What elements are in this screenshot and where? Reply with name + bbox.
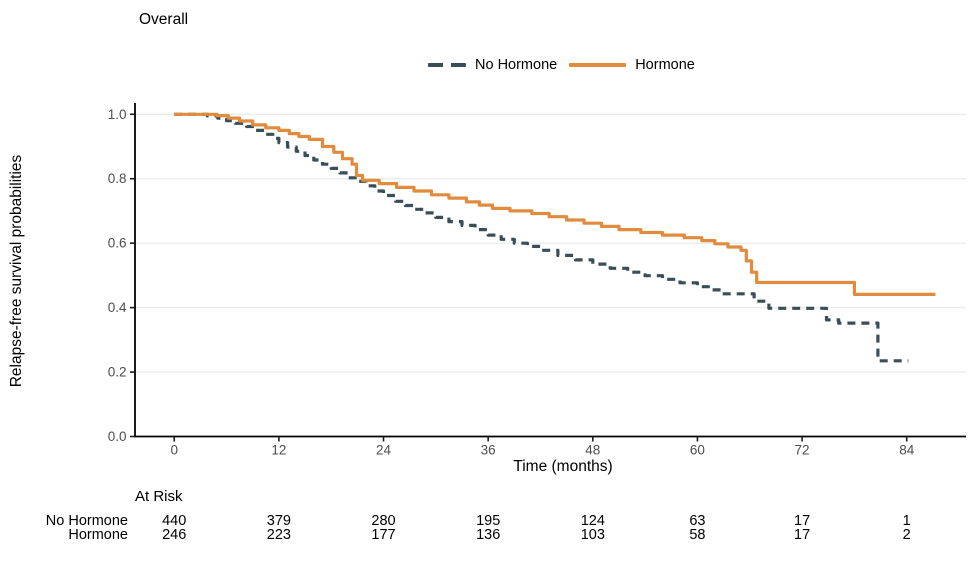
risk-value: 1 <box>902 513 911 529</box>
y-tick-label: 1.0 <box>108 107 127 122</box>
x-tick-label: 72 <box>795 443 810 458</box>
x-tick-label: 48 <box>585 443 600 458</box>
risk-value: 2 <box>902 527 911 543</box>
x-tick-label: 0 <box>170 443 178 458</box>
x-tick-label: 36 <box>481 443 496 458</box>
risk-row-label: Hormone <box>68 527 128 543</box>
risk-row-label: No Hormone <box>45 513 128 529</box>
risk-table-header: At Risk <box>135 488 183 505</box>
risk-value: 63 <box>689 513 706 529</box>
legend-item-hormone: Hormone <box>569 57 695 73</box>
risk-value: 379 <box>266 513 291 529</box>
risk-value: 124 <box>580 513 605 529</box>
x-tick-label: 24 <box>376 443 392 458</box>
risk-value: 440 <box>162 513 187 529</box>
legend-key-solid-line <box>569 63 627 67</box>
risk-value: 195 <box>476 513 501 529</box>
risk-value: 58 <box>689 527 706 543</box>
risk-value: 223 <box>266 527 291 543</box>
risk-value: 280 <box>371 513 396 529</box>
x-tick-label: 84 <box>899 443 915 458</box>
risk-value: 17 <box>794 527 811 543</box>
risk-value: 136 <box>476 527 501 543</box>
x-tick-label: 60 <box>690 443 705 458</box>
y-tick-label: 0.6 <box>108 236 127 251</box>
legend-item-no-hormone: No Hormone <box>428 57 557 73</box>
x-axis-label: Time (months) <box>513 458 613 475</box>
x-tick-label: 12 <box>271 443 286 458</box>
risk-value: 17 <box>794 513 811 529</box>
legend-label: No Hormone <box>475 57 558 73</box>
y-tick-label: 0.0 <box>108 429 127 444</box>
risk-value: 246 <box>162 527 187 543</box>
curve-hormone <box>174 112 936 296</box>
y-tick-label: 0.4 <box>108 300 127 315</box>
risk-value: 103 <box>580 527 605 543</box>
plot-title: Overall <box>139 11 189 28</box>
legend-key-dashed-line <box>428 63 466 67</box>
curve-no-hormone <box>174 112 909 363</box>
risk-value: 177 <box>371 527 396 543</box>
y-tick-label: 0.2 <box>108 365 127 380</box>
legend-label: Hormone <box>635 57 695 73</box>
y-tick-label: 0.8 <box>108 171 127 186</box>
legend: No Hormone Hormone <box>428 57 695 73</box>
